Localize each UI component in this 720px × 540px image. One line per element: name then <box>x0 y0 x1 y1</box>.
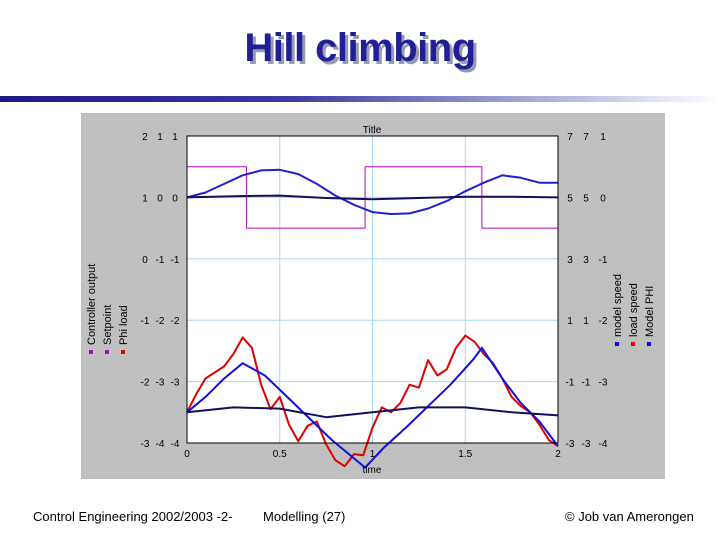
footer-author: © Job van Amerongen <box>565 509 694 524</box>
footer-section: Modelling (27) <box>263 509 346 524</box>
left-axis-legend-entry: Controller output <box>86 264 98 354</box>
left-tick-label: -3 <box>141 439 150 450</box>
right-tick-label: 5 <box>583 193 589 204</box>
left-axis-label: Controller output <box>86 264 98 345</box>
x-axis-label: time <box>363 465 382 476</box>
series-model-phi <box>186 194 559 201</box>
series-model-speed <box>186 346 559 469</box>
right-tick-label: 5 <box>567 193 573 204</box>
plot-frame <box>186 135 559 444</box>
left-tick-label: 1 <box>142 193 148 204</box>
right-tick-label: 7 <box>567 132 573 143</box>
left-tick-label: -1 <box>141 316 150 327</box>
legend-swatch <box>89 350 93 354</box>
left-axis-legend-entry: Setpoint <box>102 305 114 354</box>
right-tick-label: 1 <box>583 316 589 327</box>
left-tick-label: -4 <box>171 439 180 450</box>
left-tick-label: -3 <box>171 378 180 389</box>
legend-swatch <box>615 342 619 346</box>
left-tick-label: -1 <box>156 255 165 266</box>
legend-swatch <box>121 350 125 354</box>
right-tick-label: -1 <box>566 378 575 389</box>
left-tick-label: 0 <box>157 193 163 204</box>
left-tick-label: 0 <box>172 193 178 204</box>
right-tick-label: -3 <box>566 439 575 450</box>
left-tick-label: 1 <box>157 132 163 143</box>
right-tick-label: -1 <box>582 378 591 389</box>
x-tick-label: 0 <box>184 449 190 460</box>
right-axis-legend-entry: load speed <box>628 283 640 346</box>
left-tick-label: 2 <box>142 132 148 143</box>
x-tick-label: 1.5 <box>458 449 472 460</box>
left-tick-label: -2 <box>141 378 150 389</box>
left-tick-label: -3 <box>156 378 165 389</box>
right-axis-label: Model PHI <box>644 286 656 337</box>
right-axis-label: load speed <box>628 283 640 337</box>
x-tick-label: 0.5 <box>273 449 287 460</box>
right-tick-label: 1 <box>567 316 573 327</box>
legend-swatch <box>647 342 651 346</box>
left-tick-label: -1 <box>171 255 180 266</box>
right-tick-label: 3 <box>583 255 589 266</box>
left-tick-label: -4 <box>156 439 165 450</box>
series-load-speed <box>186 168 558 215</box>
series-setpoint <box>187 166 558 229</box>
left-axis-label: Setpoint <box>102 305 114 345</box>
title-divider <box>0 96 720 102</box>
left-tick-label: 1 <box>172 132 178 143</box>
right-axis-legend-entry: model speed <box>612 274 624 346</box>
right-tick-label: -1 <box>599 255 608 266</box>
right-tick-label: 0 <box>600 193 606 204</box>
left-tick-labels: 2 1 11 0 00 -1 -1-1 -2 -2-2 -3 -3-3 -4 -4 <box>141 132 180 450</box>
left-tick-label: 0 <box>142 255 148 266</box>
legend-swatch <box>105 350 109 354</box>
right-axis-legend-entry: Model PHI <box>644 286 656 346</box>
right-axis-label: model speed <box>612 274 624 337</box>
plot-panel: Title time 0 0.5 1 1.5 2 2 1 11 0 00 -1 -1-1 -2 -2-2… <box>81 113 665 479</box>
right-tick-label: 3 <box>567 255 573 266</box>
left-tick-label: -2 <box>171 316 180 327</box>
right-tick-label: -3 <box>599 378 608 389</box>
left-axis-legend: Controller output Setpoint Phi load <box>86 264 130 354</box>
footer-course: Control Engineering 2002/2003 -2- <box>33 509 233 524</box>
x-tick-label: 2 <box>555 449 561 460</box>
x-tick-labels: 0 0.5 1 1.5 2 <box>184 449 561 460</box>
x-tick-label: 1 <box>370 449 376 460</box>
right-axis-legend: model speed load speed Model PHI <box>612 274 656 346</box>
legend-swatch <box>631 342 635 346</box>
slide-title: Hill climbing <box>244 26 476 70</box>
series-layer <box>186 166 559 469</box>
right-tick-label: 1 <box>600 132 606 143</box>
left-axis-label: Phi load <box>118 305 130 345</box>
series-controller-output <box>186 406 559 419</box>
left-tick-label: -2 <box>156 316 165 327</box>
chart-title: Title <box>363 125 382 136</box>
right-tick-label: -3 <box>582 439 591 450</box>
right-tick-labels: 7 7 15 5 03 3 -11 1 -2-1 -1 -3-3 -3 -4 <box>566 132 608 450</box>
left-axis-legend-entry: Phi load <box>118 305 130 354</box>
right-tick-label: -4 <box>599 439 608 450</box>
right-tick-label: -2 <box>599 316 608 327</box>
right-tick-label: 7 <box>583 132 589 143</box>
